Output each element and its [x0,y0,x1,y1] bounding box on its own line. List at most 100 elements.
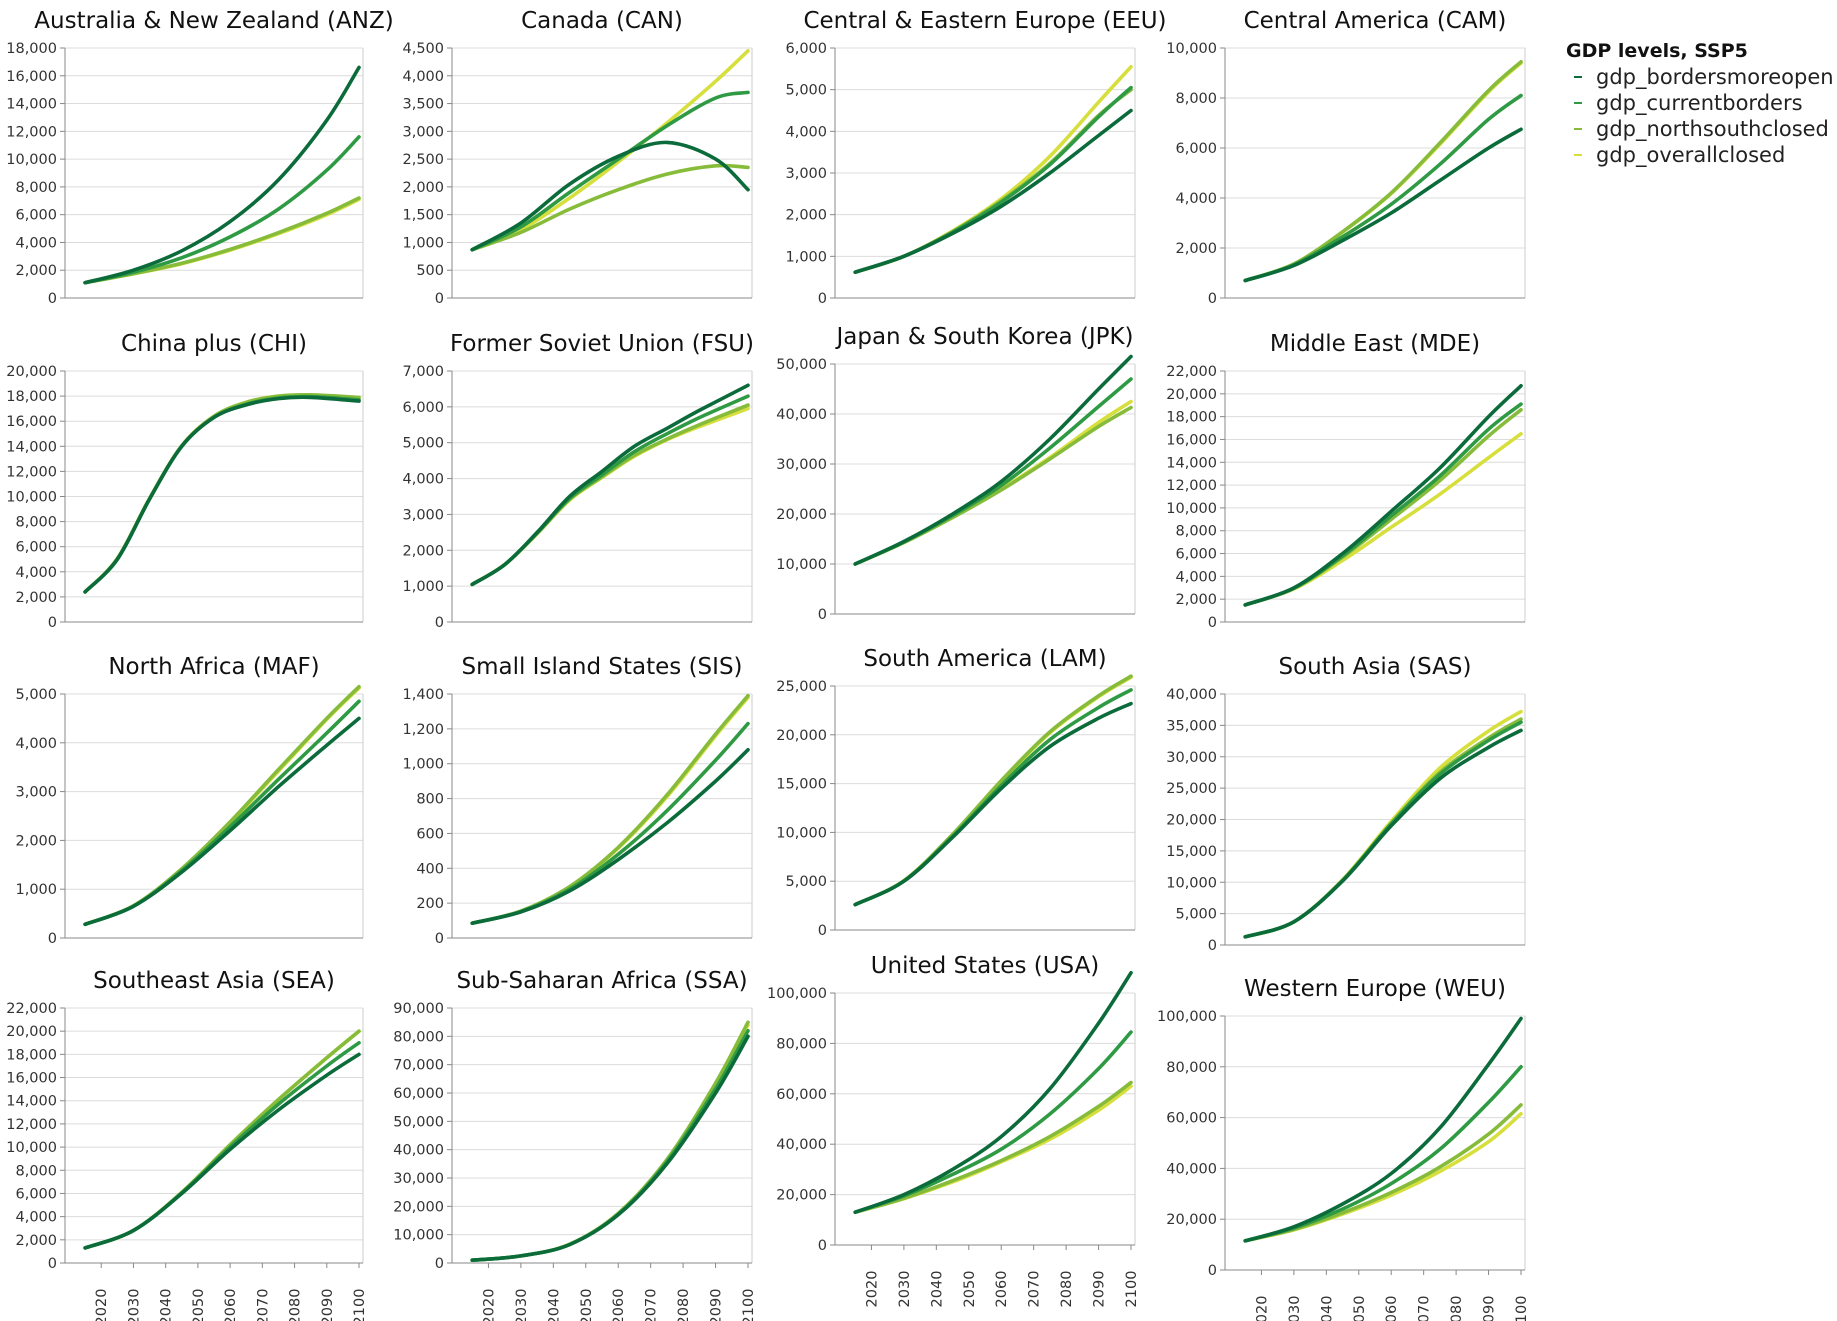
y-tick-label: 16,000 [6,69,57,85]
x-tick-label: 2080 [1059,1271,1075,1308]
y-tick-label: 18,000 [6,41,57,57]
y-tick-label: 12,000 [6,124,57,140]
y-tick-label: 20,000 [6,1024,57,1040]
y-tick-label: 22,000 [1166,364,1217,380]
y-tick-label: 6,000 [15,1186,57,1202]
y-tick-label: 2,000 [15,263,57,279]
series-line-gdp_bordersmoreopen [470,1034,750,1262]
y-tick-label: 20,000 [1166,1212,1217,1228]
x-tick-label: 2100 [1514,1296,1530,1321]
series-line-gdp_currentborders [853,1030,1133,1214]
x-tick-label: 2040 [1319,1296,1335,1321]
y-tick-label: 2,000 [15,833,57,849]
series-line-gdp_bordersmoreopen [1243,728,1523,939]
y-tick-label: 0 [48,931,57,947]
y-tick-label: 10,000 [1166,501,1217,517]
y-tick-label: 3,000 [402,124,444,140]
x-tick-label: 2040 [929,1271,945,1308]
series-line-gdp_currentborders [1243,402,1523,607]
y-tick-label: 40,000 [776,1137,827,1153]
y-tick-label: 8,000 [15,1163,57,1179]
y-tick-label: 60,000 [1166,1111,1217,1127]
y-tick-label: 40,000 [1166,1161,1217,1177]
legend-item: gdp_currentborders [1574,90,1834,116]
x-tick-label: 2070 [1027,1271,1043,1308]
y-tick-label: 6,000 [785,41,827,57]
y-tick-label: 5,000 [785,83,827,99]
y-tick-label: 18,000 [6,389,57,405]
y-tick-label: 8,000 [1175,524,1217,540]
series-line-gdp_currentborders [853,377,1133,566]
series-line-gdp_overallclosed [470,695,750,925]
y-tick-label: 1,000 [15,882,57,898]
y-tick-label: 4,000 [15,1210,57,1226]
series-line-gdp_northsouthclosed [853,87,1133,274]
y-tick-label: 0 [818,607,827,623]
series-line-gdp_currentborders [1243,1065,1523,1243]
chart-title: United States (USA) [871,953,1100,979]
x-tick-label: 2020 [1254,1296,1270,1321]
y-tick-label: 16,000 [6,414,57,430]
y-tick-label: 10,000 [6,490,57,506]
legend-item: gdp_overallclosed [1574,142,1834,168]
y-tick-label: 16,000 [1166,432,1217,448]
y-tick-label: 14,000 [6,439,57,455]
series-line-gdp_bordersmoreopen [83,716,361,927]
y-tick-label: 0 [1208,291,1217,307]
y-tick-label: 1,500 [402,208,444,224]
legend-label: gdp_northsouthclosed [1596,117,1829,141]
y-tick-label: 4,000 [402,69,444,85]
x-tick-label: 2030 [126,1289,142,1321]
y-tick-label: 2,000 [1175,592,1217,608]
x-tick-label: 2020 [94,1289,110,1321]
y-tick-label: 20,000 [393,1199,444,1215]
y-tick-label: 10,000 [776,825,827,841]
x-tick-label: 2070 [255,1289,271,1321]
y-tick-label: 2,000 [785,208,827,224]
y-tick-label: 60,000 [776,1087,827,1103]
chart-title: South America (LAM) [863,646,1106,672]
x-tick-label: 2050 [191,1289,207,1321]
series-line-gdp_bordersmoreopen [853,354,1133,566]
series-line-gdp_northsouthclosed [853,1080,1133,1214]
y-tick-label: 0 [818,923,827,939]
y-tick-label: 4,000 [15,736,57,752]
series-line-gdp_bordersmoreopen [853,108,1133,274]
y-tick-label: 1,000 [402,757,444,773]
y-tick-label: 0 [1208,1263,1217,1279]
x-tick-label: 2060 [994,1271,1010,1308]
y-tick-label: 3,000 [402,507,444,523]
x-tick-label: 2100 [352,1289,368,1321]
y-tick-label: 14,000 [1166,455,1217,471]
series-line-gdp_bordersmoreopen [853,971,1133,1214]
x-tick-label: 2080 [1449,1296,1465,1321]
x-tick-label: 2070 [644,1289,660,1321]
legend-swatch [1574,102,1582,104]
x-tick-label: 2040 [546,1289,562,1321]
x-tick-label: 2050 [579,1289,595,1321]
y-tick-label: 15,000 [1166,844,1217,860]
series-line-gdp_currentborders [1243,93,1523,283]
y-tick-label: 12,000 [6,1117,57,1133]
x-tick-label: 2070 [1417,1296,1433,1321]
y-tick-label: 5,000 [1175,907,1217,923]
x-tick-label: 2090 [320,1289,336,1321]
x-tick-label: 2090 [709,1289,725,1321]
y-tick-label: 20,000 [6,364,57,380]
y-tick-label: 6,000 [402,400,444,416]
legend-swatch [1574,154,1582,156]
x-tick-label: 2020 [864,1271,880,1308]
y-tick-label: 18,000 [1166,410,1217,426]
series-line-gdp_northsouthclosed [853,674,1133,907]
y-tick-label: 30,000 [776,457,827,473]
series-line-gdp_overallclosed [853,1084,1133,1214]
y-tick-label: 22,000 [6,1001,57,1017]
series-line-gdp_overallclosed [853,399,1133,566]
y-tick-label: 6,000 [1175,547,1217,563]
series-line-gdp_currentborders [83,394,361,594]
y-tick-label: 20,000 [1166,387,1217,403]
x-tick-label: 2090 [1482,1296,1498,1321]
legend-swatch [1574,76,1582,78]
y-tick-label: 30,000 [1166,750,1217,766]
chart-title: China plus (CHI) [121,331,307,357]
